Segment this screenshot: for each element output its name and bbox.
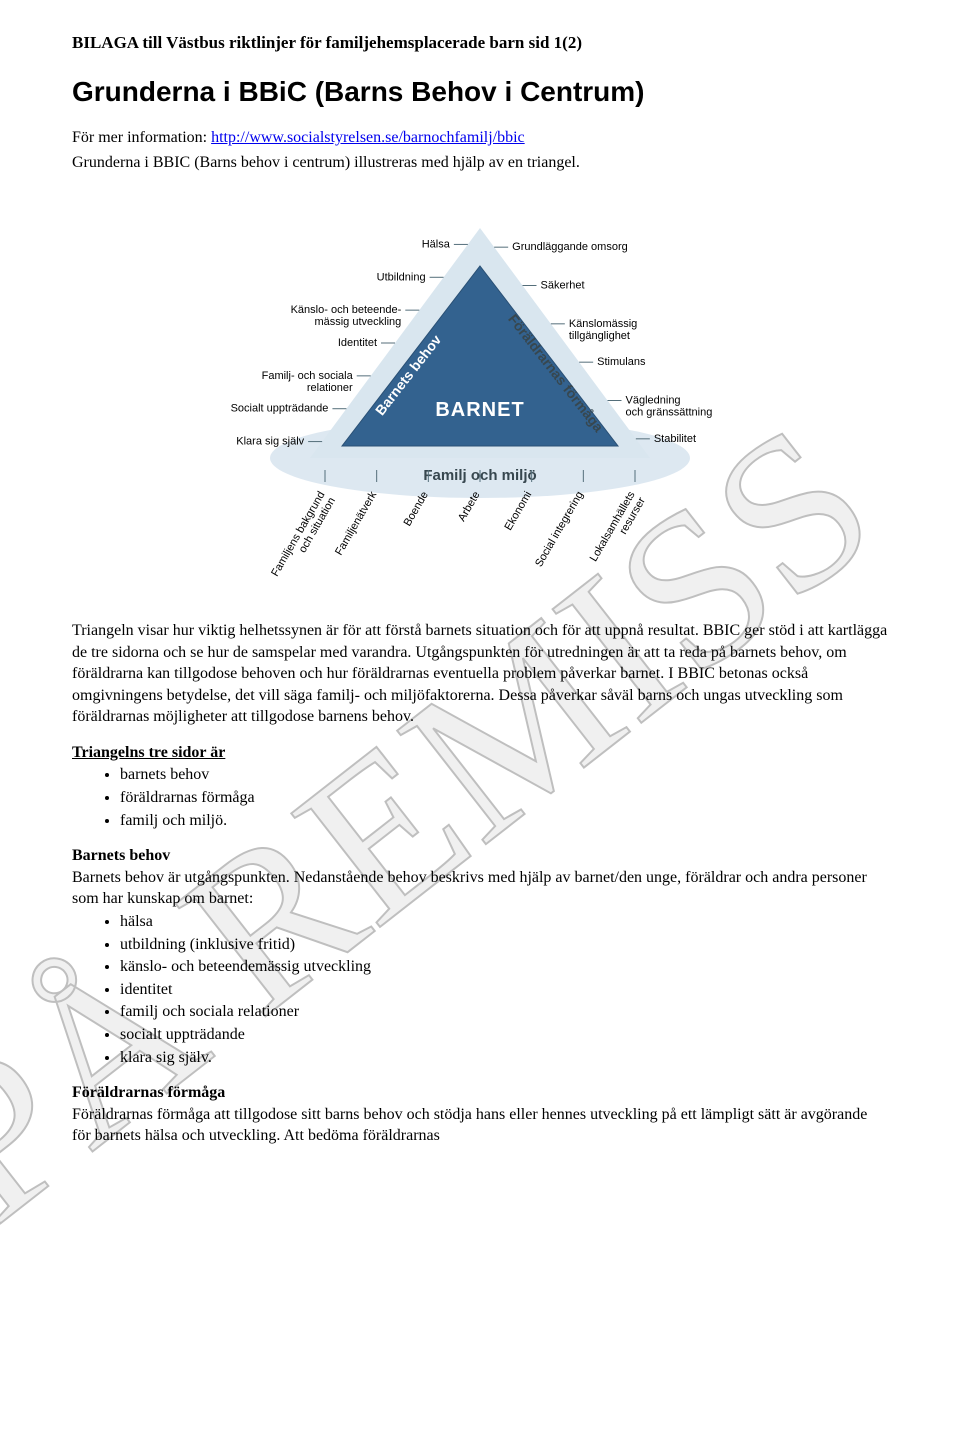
tre-sidor-list: barnets behovföräldrarnas förmågafamilj … bbox=[72, 764, 888, 831]
svg-text:Familj- och socialarelationer: Familj- och socialarelationer bbox=[262, 370, 354, 394]
svg-text:Stabilitet: Stabilitet bbox=[654, 433, 696, 445]
list-item: familj och sociala relationer bbox=[120, 1001, 888, 1023]
barnets-behov-title: Barnets behov bbox=[72, 845, 888, 867]
list-item: socialt uppträdande bbox=[120, 1024, 888, 1046]
svg-text:Stimulans: Stimulans bbox=[597, 356, 646, 368]
barnets-behov-intro: Barnets behov är utgångspunkten. Nedanst… bbox=[72, 867, 888, 910]
svg-text:Känslo- och beteende-mässig ut: Känslo- och beteende-mässig utveckling bbox=[291, 304, 402, 328]
list-item: klara sig själv. bbox=[120, 1047, 888, 1069]
svg-text:Social integrering: Social integrering bbox=[533, 489, 586, 569]
intro-line: För mer information: http://www.socialst… bbox=[72, 127, 888, 149]
svg-text:Känslomässigtillgänglighet: Känslomässigtillgänglighet bbox=[569, 318, 637, 342]
svg-text:Hälsa: Hälsa bbox=[422, 238, 451, 250]
bbic-triangle-svg: BARNET Barnets behov Föräldrarnas förmåg… bbox=[220, 188, 740, 608]
page-title: Grunderna i BBiC (Barns Behov i Centrum) bbox=[72, 73, 888, 111]
svg-text:Familjenätverk: Familjenätverk bbox=[333, 489, 379, 557]
info-link[interactable]: http://www.socialstyrelsen.se/barnochfam… bbox=[211, 129, 525, 146]
svg-text:Grundläggande omsorg: Grundläggande omsorg bbox=[512, 241, 628, 253]
paragraph-1: Triangeln visar hur viktig helhetssynen … bbox=[72, 620, 888, 728]
svg-text:Lokalsamhälletsresurser: Lokalsamhälletsresurser bbox=[588, 489, 648, 570]
svg-text:Socialt uppträdande: Socialt uppträdande bbox=[231, 403, 329, 415]
intro-prefix: För mer information: bbox=[72, 129, 211, 146]
svg-text:Identitet: Identitet bbox=[338, 337, 377, 349]
list-item: känslo- och beteendemässig utveckling bbox=[120, 956, 888, 978]
barnets-behov-list: hälsautbildning (inklusive fritid)känslo… bbox=[72, 911, 888, 1068]
list-item: identitet bbox=[120, 979, 888, 1001]
svg-text:Utbildning: Utbildning bbox=[377, 271, 426, 283]
bbic-triangle-figure: BARNET Barnets behov Föräldrarnas förmåg… bbox=[72, 188, 888, 608]
svg-text:Säkerhet: Säkerhet bbox=[541, 279, 585, 291]
list-item: barnets behov bbox=[120, 764, 888, 786]
svg-text:Vägledningoch gränssättning: Vägledningoch gränssättning bbox=[626, 394, 713, 418]
svg-text:Familjens bakgrundoch situatio: Familjens bakgrundoch situation bbox=[269, 489, 338, 584]
foraldrarnas-title: Föräldrarnas förmåga bbox=[72, 1082, 888, 1104]
list-item: utbildning (inklusive fritid) bbox=[120, 934, 888, 956]
svg-text:Klara sig själv: Klara sig själv bbox=[236, 435, 304, 447]
list-item: hälsa bbox=[120, 911, 888, 933]
intro-line-2: Grunderna i BBIC (Barns behov i centrum)… bbox=[72, 152, 888, 174]
svg-text:BARNET: BARNET bbox=[435, 399, 524, 421]
page-header: BILAGA till Västbus riktlinjer för famil… bbox=[72, 32, 888, 55]
tre-sidor-title: Triangelns tre sidor är bbox=[72, 742, 888, 764]
list-item: föräldrarnas förmåga bbox=[120, 787, 888, 809]
list-item: familj och miljö. bbox=[120, 810, 888, 832]
foraldrarnas-text: Föräldrarnas förmåga att tillgodose sitt… bbox=[72, 1104, 888, 1147]
